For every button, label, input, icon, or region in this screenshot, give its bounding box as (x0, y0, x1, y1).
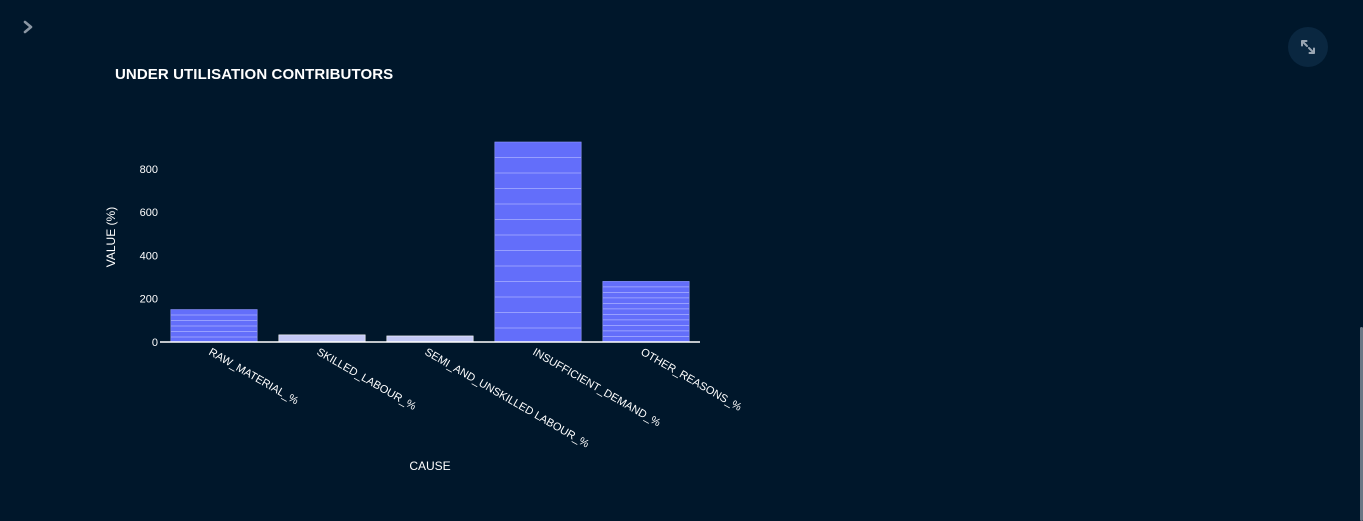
sidebar-toggle-button[interactable] (18, 16, 38, 38)
bar-rect (494, 141, 582, 343)
bar[interactable] (278, 334, 366, 343)
bar-rect (386, 335, 474, 343)
chart-title: UNDER UTILISATION CONTRIBUTORS (115, 66, 394, 83)
fullscreen-button[interactable] (1288, 27, 1328, 67)
bar-rect (278, 334, 366, 343)
y-tick-label: 200 (140, 294, 158, 306)
x-tick-label: SKILLED_LABOUR_% (315, 346, 419, 413)
y-axis-label: VALUE (%) (104, 207, 118, 267)
x-tick-label: OTHER_REASONS_% (639, 346, 744, 414)
bar-rect (602, 281, 690, 343)
x-tick-labels: RAW_MATERIAL_% SKILLED_LABOUR_% SEMI_AND_U… (207, 346, 744, 450)
x-tick-label: SEMI_AND_UNSKILLED LABOUR_% (423, 346, 592, 450)
chevron-right-icon (23, 20, 33, 34)
y-tick-label: 600 (140, 207, 158, 219)
y-tick-labels: 0 200 400 600 800 (140, 164, 158, 349)
x-tick-label: RAW_MATERIAL_% (207, 346, 301, 407)
y-tick-label: 800 (140, 164, 158, 176)
y-tick-label: 400 (140, 250, 158, 262)
bar[interactable] (170, 309, 258, 343)
y-tick-label: 0 (152, 337, 158, 349)
fullscreen-icon (1301, 40, 1315, 54)
bar[interactable] (494, 141, 582, 343)
scrollbar[interactable] (1360, 327, 1363, 521)
x-axis-label: CAUSE (409, 459, 450, 473)
bar[interactable] (602, 281, 690, 343)
bar[interactable] (386, 335, 474, 343)
bars (170, 141, 690, 343)
